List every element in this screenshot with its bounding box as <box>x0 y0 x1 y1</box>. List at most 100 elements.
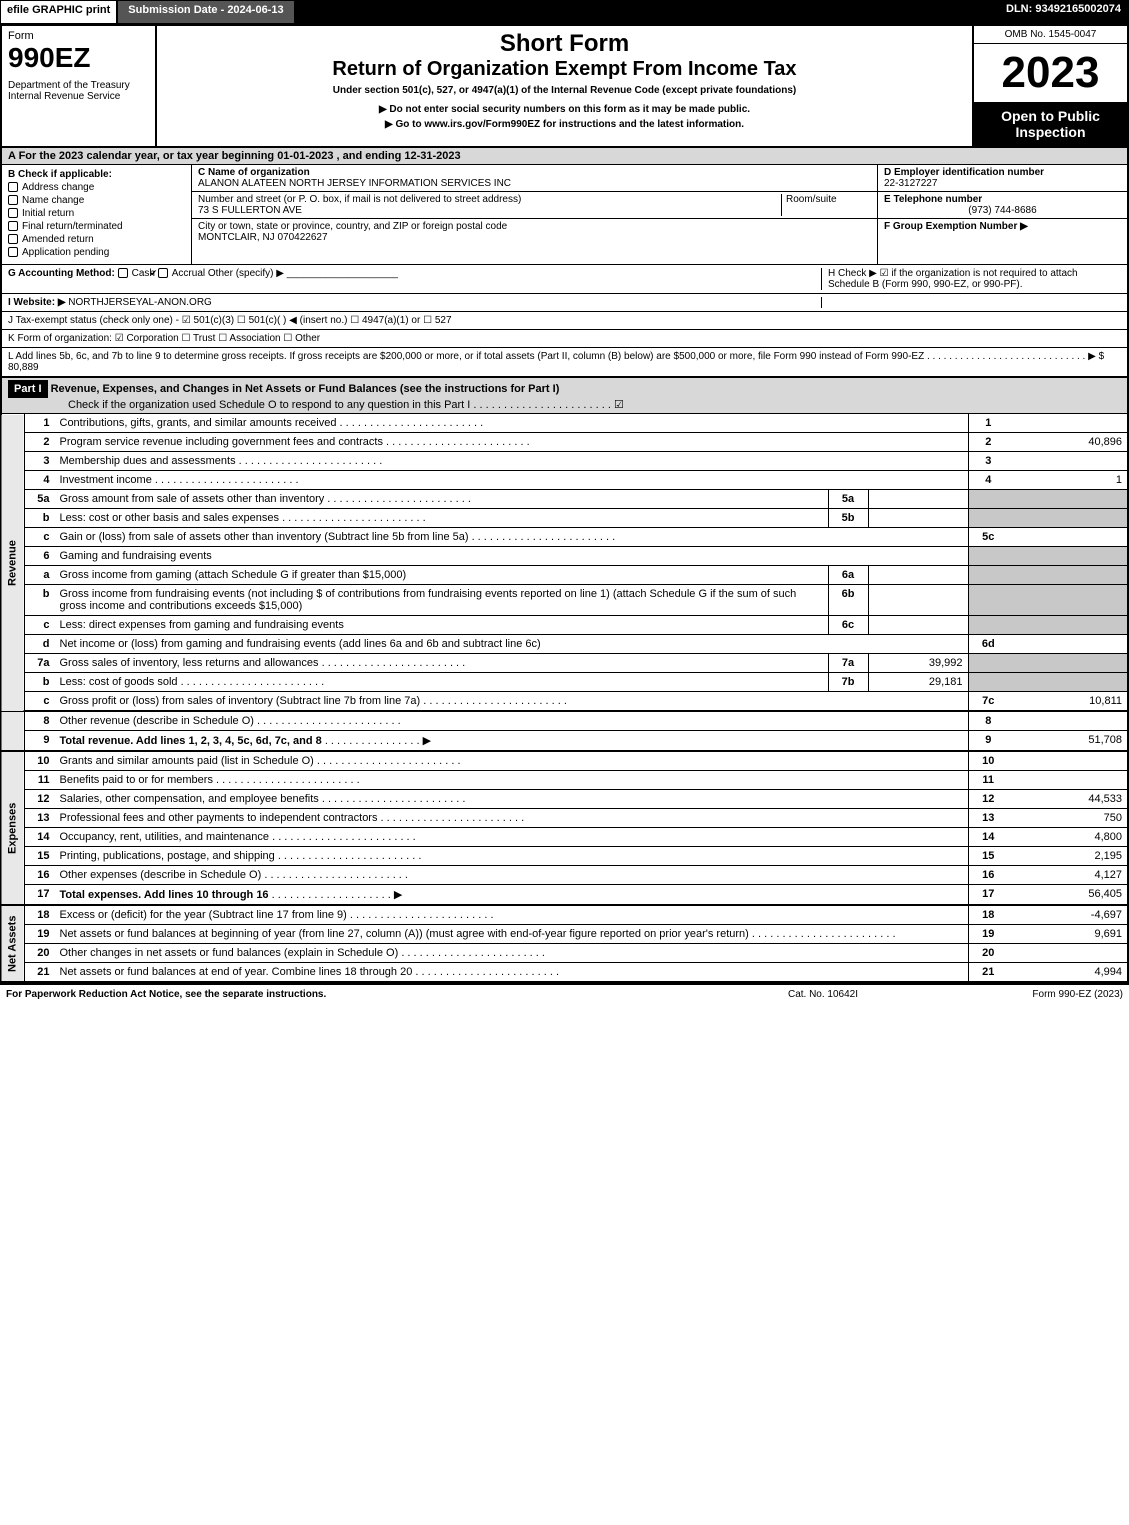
l6c-shade2 <box>1008 616 1128 635</box>
b-label: B Check if applicable: <box>8 169 185 180</box>
phone: (973) 744-8686 <box>884 205 1121 216</box>
ein: 22-3127227 <box>884 178 1121 189</box>
row-i: I Website: ▶ NORTHJERSEYAL-ANON.ORG <box>0 294 1129 312</box>
l7c-amt: 10,811 <box>1008 692 1128 712</box>
l14-ln: 14 <box>968 828 1008 847</box>
cb-final-return[interactable]: Final return/terminated <box>8 221 185 232</box>
goto-link[interactable]: ▶ Go to www.irs.gov/Form990EZ for instru… <box>163 119 966 130</box>
l10-num: 10 <box>25 751 55 771</box>
l6c-mv <box>868 616 968 635</box>
city-value: MONTCLAIR, NJ 070422627 <box>198 232 871 243</box>
dept-label: Department of the Treasury Internal Reve… <box>8 80 149 102</box>
l5c-num: c <box>25 528 55 547</box>
c-city-row: City or town, state or province, country… <box>192 219 877 245</box>
l7a-shade <box>968 654 1008 673</box>
l14-desc: Occupancy, rent, utilities, and maintena… <box>60 831 416 843</box>
l16-amt: 4,127 <box>1008 866 1128 885</box>
l19-amt: 9,691 <box>1008 925 1128 944</box>
l11-amt <box>1008 771 1128 790</box>
l7b-num: b <box>25 673 55 692</box>
l12-desc: Salaries, other compensation, and employ… <box>60 793 466 805</box>
l5b-mv <box>868 509 968 528</box>
l2-ln: 2 <box>968 433 1008 452</box>
l14-num: 14 <box>25 828 55 847</box>
section-b: B Check if applicable: Address change Na… <box>2 165 192 264</box>
cb-initial-return[interactable]: Initial return <box>8 208 185 219</box>
l12-num: 12 <box>25 790 55 809</box>
i-label: I Website: ▶ <box>8 297 66 308</box>
vlabel-revenue: Revenue <box>1 414 25 711</box>
cb-address-change[interactable]: Address change <box>8 182 185 193</box>
l20-num: 20 <box>25 944 55 963</box>
l6c-shade <box>968 616 1008 635</box>
l4-ln: 4 <box>968 471 1008 490</box>
l6a-shade <box>968 566 1008 585</box>
l21-ln: 21 <box>968 963 1008 983</box>
l3-num: 3 <box>25 452 55 471</box>
website-link[interactable]: NORTHJERSEYAL-ANON.ORG <box>68 297 212 308</box>
l1-desc: Contributions, gifts, grants, and simila… <box>60 417 484 429</box>
l1-amt <box>1008 414 1128 433</box>
l17-num: 17 <box>25 885 55 906</box>
header-right: OMB No. 1545-0047 2023 Open to Public In… <box>972 26 1127 146</box>
l19-desc: Net assets or fund balances at beginning… <box>60 928 896 940</box>
l5b-num: b <box>25 509 55 528</box>
l5c-desc: Gain or (loss) from sale of assets other… <box>60 531 616 543</box>
l6a-desc: Gross income from gaming (attach Schedul… <box>55 566 829 585</box>
l19-num: 19 <box>25 925 55 944</box>
cb-accrual[interactable] <box>158 268 168 278</box>
footer-left: For Paperwork Reduction Act Notice, see … <box>6 989 723 1000</box>
l10-amt <box>1008 751 1128 771</box>
efile-label[interactable]: efile GRAPHIC print <box>0 0 117 24</box>
l20-amt <box>1008 944 1128 963</box>
org-name: ALANON ALATEEN NORTH JERSEY INFORMATION … <box>198 178 871 189</box>
l12-ln: 12 <box>968 790 1008 809</box>
l6-shade <box>968 547 1008 566</box>
l17-desc: Total expenses. Add lines 10 through 16 <box>60 889 269 901</box>
l5b-mb: 5b <box>828 509 868 528</box>
l7b-desc: Less: cost of goods sold <box>60 676 325 688</box>
open-to-public: Open to Public Inspection <box>974 102 1127 146</box>
l8-amt <box>1008 711 1128 731</box>
l21-amt: 4,994 <box>1008 963 1128 983</box>
l14-amt: 4,800 <box>1008 828 1128 847</box>
row-g-h: G Accounting Method: Cash Accrual Other … <box>0 265 1129 294</box>
l21-desc: Net assets or fund balances at end of ye… <box>60 966 560 978</box>
l15-num: 15 <box>25 847 55 866</box>
l5a-shade2 <box>1008 490 1128 509</box>
l18-ln: 18 <box>968 905 1008 925</box>
l16-num: 16 <box>25 866 55 885</box>
l15-ln: 15 <box>968 847 1008 866</box>
header-center: Short Form Return of Organization Exempt… <box>157 26 972 146</box>
other-specify: Other (specify) ▶ <box>208 268 284 279</box>
l16-desc: Other expenses (describe in Schedule O) <box>60 869 408 881</box>
l20-desc: Other changes in net assets or fund bala… <box>60 947 545 959</box>
l3-ln: 3 <box>968 452 1008 471</box>
l5a-num: 5a <box>25 490 55 509</box>
l6a-shade2 <box>1008 566 1128 585</box>
cb-cash[interactable] <box>118 268 128 278</box>
section-c: C Name of organization ALANON ALATEEN NO… <box>192 165 877 264</box>
submission-date: Submission Date - 2024-06-13 <box>117 0 294 24</box>
l5a-desc: Gross amount from sale of assets other t… <box>60 493 471 505</box>
l7a-mb: 7a <box>828 654 868 673</box>
l13-ln: 13 <box>968 809 1008 828</box>
main-title: Return of Organization Exempt From Incom… <box>163 58 966 81</box>
l13-desc: Professional fees and other payments to … <box>60 812 525 824</box>
l5b-desc: Less: cost or other basis and sales expe… <box>60 512 426 524</box>
cb-amended[interactable]: Amended return <box>8 234 185 245</box>
f-label: F Group Exemption Number ▶ <box>884 221 1121 232</box>
l11-num: 11 <box>25 771 55 790</box>
subtitle: Under section 501(c), 527, or 4947(a)(1)… <box>163 85 966 96</box>
l8-desc: Other revenue (describe in Schedule O) <box>60 715 401 727</box>
c-label: C Name of organization <box>198 167 871 178</box>
part1-header: Part I Revenue, Expenses, and Changes in… <box>0 378 1129 414</box>
row-h: H Check ▶ ☑ if the organization is not r… <box>821 268 1121 290</box>
cb-name-change[interactable]: Name change <box>8 195 185 206</box>
l7b-shade2 <box>1008 673 1128 692</box>
l6b-mb: 6b <box>828 585 868 616</box>
cb-pending[interactable]: Application pending <box>8 247 185 258</box>
vlabel-expenses: Expenses <box>1 751 25 905</box>
row-a-tax-year: A For the 2023 calendar year, or tax yea… <box>0 148 1129 165</box>
row-h-cont <box>821 297 1121 308</box>
